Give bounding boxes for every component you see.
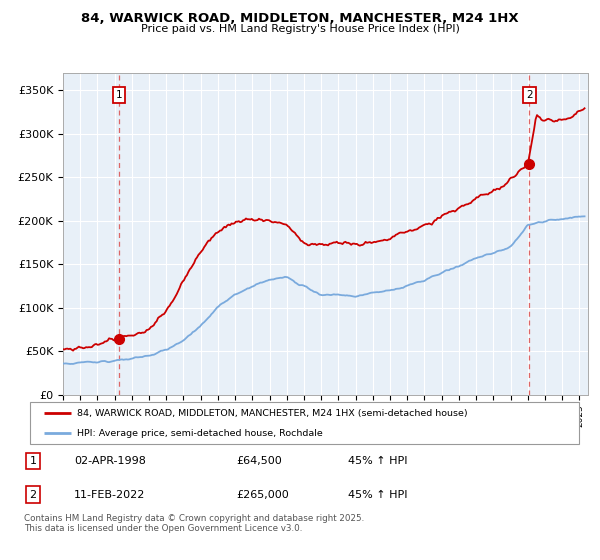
Text: 02-APR-1998: 02-APR-1998 — [74, 456, 146, 466]
Text: 84, WARWICK ROAD, MIDDLETON, MANCHESTER, M24 1HX: 84, WARWICK ROAD, MIDDLETON, MANCHESTER,… — [81, 12, 519, 25]
Text: 2: 2 — [526, 90, 533, 100]
Text: £265,000: £265,000 — [236, 489, 289, 500]
Text: Price paid vs. HM Land Registry's House Price Index (HPI): Price paid vs. HM Land Registry's House … — [140, 24, 460, 34]
Text: 2: 2 — [29, 489, 37, 500]
Text: 45% ↑ HPI: 45% ↑ HPI — [347, 456, 407, 466]
Text: HPI: Average price, semi-detached house, Rochdale: HPI: Average price, semi-detached house,… — [77, 428, 322, 437]
Text: 84, WARWICK ROAD, MIDDLETON, MANCHESTER, M24 1HX (semi-detached house): 84, WARWICK ROAD, MIDDLETON, MANCHESTER,… — [77, 409, 467, 418]
Text: 45% ↑ HPI: 45% ↑ HPI — [347, 489, 407, 500]
Text: £64,500: £64,500 — [236, 456, 282, 466]
Text: 1: 1 — [116, 90, 122, 100]
Text: Contains HM Land Registry data © Crown copyright and database right 2025.
This d: Contains HM Land Registry data © Crown c… — [24, 514, 364, 534]
Text: 11-FEB-2022: 11-FEB-2022 — [74, 489, 146, 500]
Text: 1: 1 — [29, 456, 37, 466]
FancyBboxPatch shape — [30, 402, 579, 444]
